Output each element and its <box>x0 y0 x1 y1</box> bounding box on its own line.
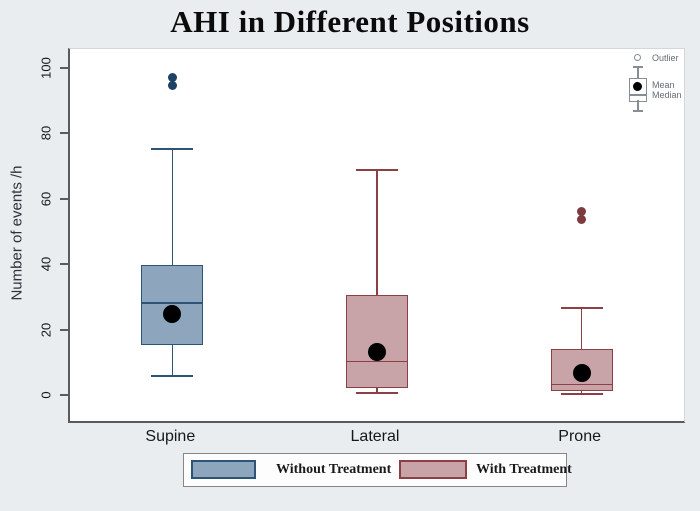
y-tick <box>60 263 68 266</box>
outlier-marker-icon <box>634 54 641 61</box>
whisker-stem-icon <box>637 100 639 110</box>
whisker-cap <box>560 306 603 309</box>
y-tick <box>60 67 68 69</box>
marker-legend-median-label: Median <box>652 90 682 100</box>
outlier-dot <box>577 214 587 224</box>
y-tick-label: 0 <box>38 391 54 399</box>
whisker-cap <box>151 148 194 151</box>
chart-title: AHI in Different Positions <box>170 4 530 39</box>
whisker-cap <box>151 375 194 378</box>
x-category-label: Supine <box>145 428 196 445</box>
outlier-dot <box>167 72 177 82</box>
median-line <box>141 302 204 304</box>
y-tick <box>60 394 68 396</box>
x-category-label: Lateral <box>350 428 400 445</box>
marker-legend: Outlier Mean Median <box>626 53 700 117</box>
y-tick <box>60 132 68 135</box>
whisker-cap-icon <box>632 110 643 112</box>
whisker-line <box>171 149 174 377</box>
without-treatment-label: Without Treatment <box>276 462 392 477</box>
y-tick-label: 100 <box>38 57 54 79</box>
marker-legend-outlier-label: Outlier <box>652 53 679 63</box>
median-marker-icon <box>630 94 646 96</box>
y-tick <box>60 328 68 331</box>
whisker-cap <box>560 393 603 396</box>
iqr-box <box>346 294 408 388</box>
marker-legend-mean-label: Mean <box>652 80 675 90</box>
plot-area: Outlier Mean Median <box>68 48 685 423</box>
outlier-dot <box>167 80 177 90</box>
y-tick <box>60 197 68 200</box>
whisker-stem-icon <box>637 66 639 78</box>
whisker-line <box>376 170 378 393</box>
median-line <box>346 360 408 363</box>
treatment-legend: Without Treatment With Treatment <box>183 453 572 487</box>
whisker-cap <box>356 391 398 394</box>
y-tick-label: 60 <box>38 191 54 207</box>
mean-marker-icon <box>633 82 642 91</box>
whisker-cap <box>356 169 398 172</box>
y-tick-label: 80 <box>38 126 54 141</box>
x-category-label: Prone <box>558 428 601 445</box>
y-tick-label: 20 <box>38 322 54 337</box>
y-tick-label: 40 <box>38 256 54 272</box>
y-axis-title: Number of events /h <box>8 165 26 301</box>
iqr-box <box>141 265 204 346</box>
without-treatment-swatch <box>191 460 256 479</box>
mean-dot <box>572 364 591 383</box>
median-line <box>550 383 613 386</box>
with-treatment-label: With Treatment <box>476 462 572 477</box>
with-treatment-swatch <box>399 460 467 479</box>
mean-dot <box>368 342 386 361</box>
mean-dot <box>163 305 182 324</box>
outlier-dot <box>577 206 587 216</box>
